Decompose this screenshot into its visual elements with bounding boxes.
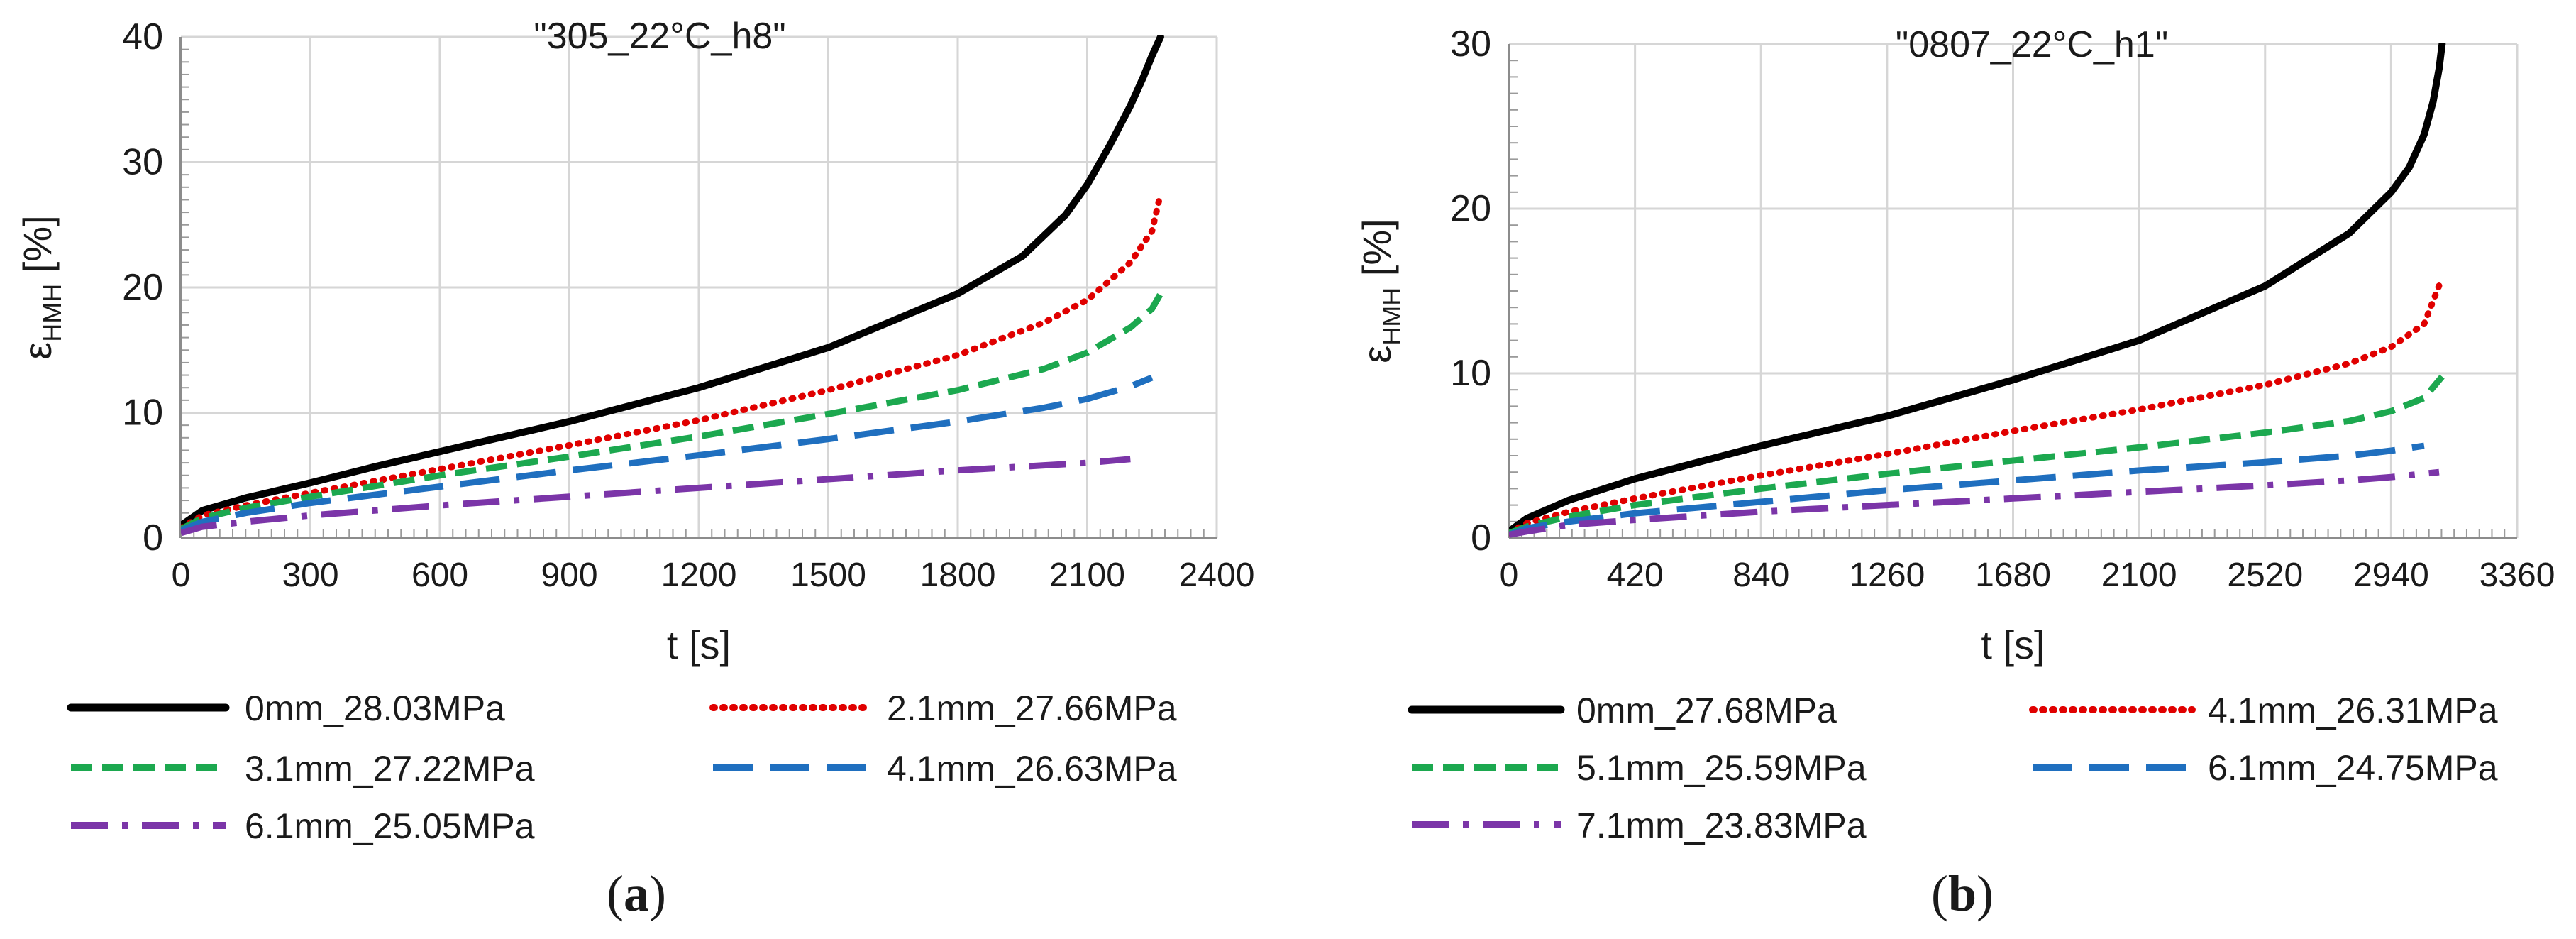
chart-panel-a: 0 300 600 900 1200 1500 1800 2100 2400 0 10 20 30 40 "…: [15, 16, 1254, 922]
y-axis-label-subscript: HMH: [38, 284, 67, 342]
series-line-4.1mm_26.63MPa: [181, 374, 1154, 534]
series-line-7.1mm_23.83MPa: [1509, 468, 2440, 538]
legend-label: 5.1mm_25.59MPa: [1576, 748, 1867, 788]
y-tick-label: 20: [122, 267, 163, 308]
series-line-0mm_27.68MPa: [1509, 43, 2446, 535]
x-tick-label: 420: [1607, 556, 1664, 594]
x-tick-label: 2940: [2353, 556, 2429, 594]
legend-label: 3.1mm_27.22MPa: [245, 749, 535, 789]
panel-label-letter: b: [1948, 865, 1977, 922]
panel-label-open-paren: (: [1931, 865, 1948, 922]
panel-label: (b): [1931, 865, 1994, 922]
x-tick-label: 840: [1732, 556, 1789, 594]
y-axis-label: εHMH [%]: [15, 215, 67, 359]
x-tick-label: 0: [172, 556, 191, 594]
legend-label: 0mm_28.03MPa: [245, 688, 505, 728]
x-tick-label: 0: [1500, 556, 1519, 594]
x-tick-label: 2400: [1179, 556, 1255, 594]
legend-label: 4.1mm_26.63MPa: [887, 749, 1177, 789]
x-tick-label: 900: [541, 556, 597, 594]
y-tick-label: 20: [1450, 188, 1491, 229]
y-axis-label-subscript: HMH: [1377, 287, 1406, 346]
panel-label: (a): [607, 865, 666, 922]
y-tick-label: 0: [1471, 517, 1491, 559]
x-tick-label: 1800: [920, 556, 996, 594]
chart-panel-b: 0 420 840 1260 1680 2100 2520 2940 3360 0 10 20 30 "0…: [1354, 23, 2555, 922]
panel-label-open-paren: (: [607, 865, 624, 922]
x-tick-label: 2520: [2227, 556, 2303, 594]
panel-label-close-paren: ): [1977, 865, 1994, 922]
y-axis-label: εHMH [%]: [1354, 219, 1406, 363]
series-line-0mm_28.03MPa: [181, 35, 1164, 529]
x-tick-label: 300: [282, 556, 338, 594]
x-tick-label: 2100: [1049, 556, 1125, 594]
x-axis-label: t [s]: [667, 622, 731, 667]
y-axis-label-unit: [%]: [15, 215, 60, 283]
series-line-4.1mm_26.31MPa: [1509, 274, 2445, 537]
series-group: [181, 35, 1164, 537]
x-tick-label: 2100: [2101, 556, 2177, 594]
y-tick-label: 10: [122, 392, 163, 434]
series-line-3.1mm_27.22MPa: [181, 292, 1163, 532]
legend-label: 0mm_27.68MPa: [1576, 691, 1837, 730]
x-axis-label: t [s]: [1981, 622, 2045, 667]
series-line-5.1mm_25.59MPa: [1509, 374, 2445, 537]
series-line-6.1mm_24.75MPa: [1509, 442, 2425, 538]
legend-label: 6.1mm_25.05MPa: [245, 806, 535, 846]
x-tick-label: 1680: [1975, 556, 2051, 594]
legend: 0mm_27.68MPa 4.1mm_26.31MPa 5.1mm_25.59MPa…: [1408, 691, 2498, 845]
x-tick-label: 3360: [2480, 556, 2555, 594]
x-tick-label: 600: [411, 556, 468, 594]
y-tick-label: 30: [122, 142, 163, 183]
y-axis-label-symbol: ε: [1354, 346, 1399, 363]
series-line-6.1mm_25.05MPa: [181, 456, 1131, 537]
x-tick-label: 1200: [661, 556, 737, 594]
panel-label-close-paren: ): [649, 865, 666, 922]
legend: 0mm_28.03MPa 2.1mm_27.66MPa 3.1mm_27.22MPa…: [67, 688, 1177, 846]
legend-label: 4.1mm_26.31MPa: [2208, 691, 2498, 730]
y-tick-label: 30: [1450, 23, 1491, 65]
y-tick-label: 10: [1450, 353, 1491, 394]
legend-label: 2.1mm_27.66MPa: [887, 688, 1177, 728]
y-axis-label-symbol: ε: [15, 342, 60, 360]
x-tick-label: 1500: [790, 556, 866, 594]
chart-title: "305_22°C_h8": [534, 16, 786, 57]
chart-title: "0807_22°C_h1": [1896, 24, 2168, 65]
legend-label: 7.1mm_23.83MPa: [1576, 806, 1867, 845]
y-tick-label: 40: [122, 16, 163, 57]
series-group: [1509, 43, 2446, 538]
legend-label: 6.1mm_24.75MPa: [2208, 748, 2498, 788]
x-tick-label: 1260: [1849, 556, 1925, 594]
y-axis-label-unit: [%]: [1354, 219, 1399, 287]
y-tick-label: 0: [143, 517, 163, 559]
panel-label-letter: a: [624, 865, 649, 922]
